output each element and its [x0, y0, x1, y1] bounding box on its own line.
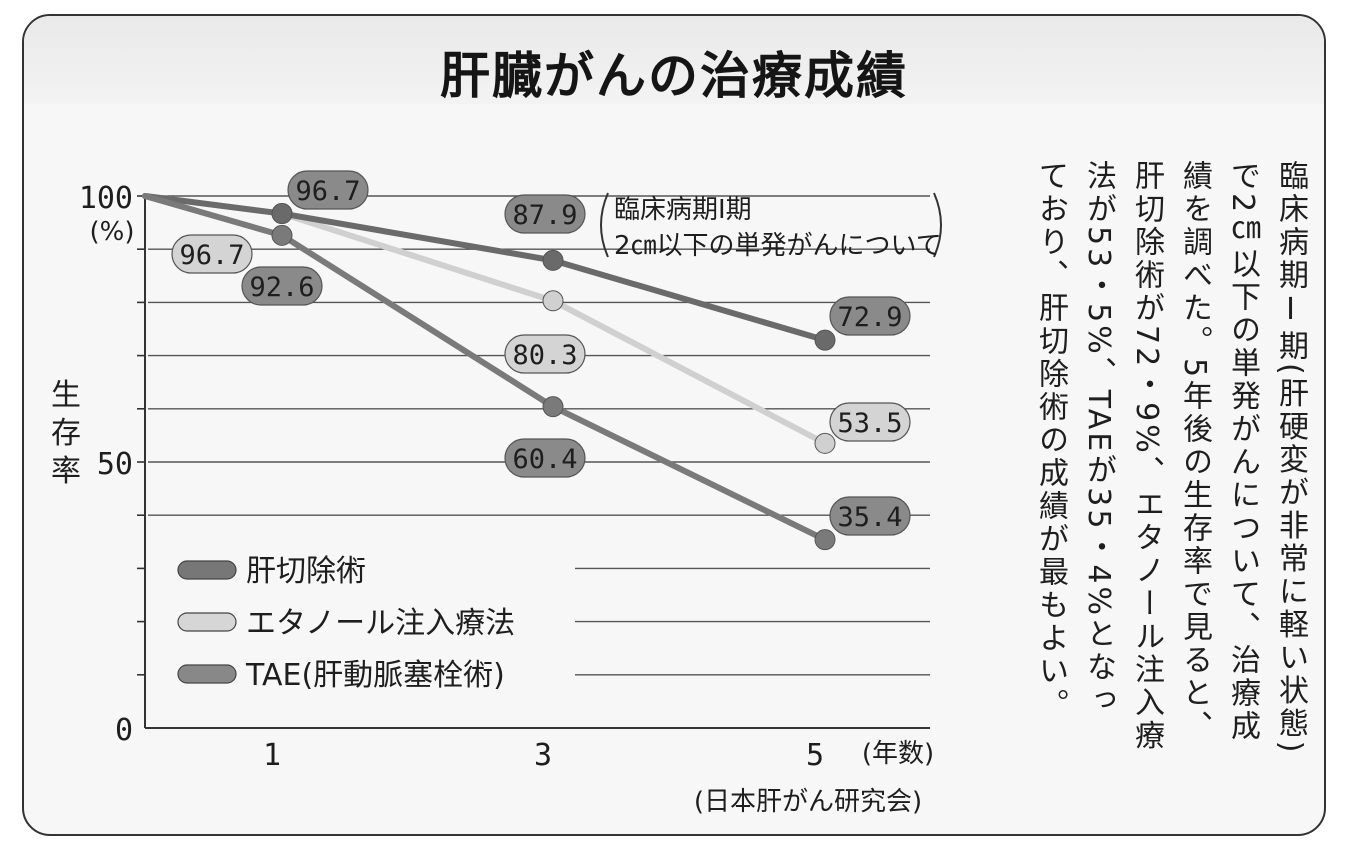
legend-label: エタノール注入療法	[246, 606, 515, 641]
note-bracket-left	[600, 192, 609, 258]
data-label-bubble	[171, 234, 253, 274]
data-labels: 96.7 87.9 72.9 96.7 80.3 53.5 92.6 60.4 35.4	[171, 170, 911, 536]
axes: 100 50 0 (%) 生存率 1 3 5 (年数) (日本肝がん研究会)	[51, 181, 934, 817]
data-label-bubble	[829, 496, 911, 536]
data-label: 72.9	[837, 302, 902, 333]
source-label: (日本肝がん研究会)	[694, 787, 922, 817]
data-label-bubble	[241, 266, 323, 306]
data-point	[814, 329, 836, 351]
data-point	[271, 224, 293, 246]
note-line-2: 2㎝以下の単発がんについて	[614, 231, 942, 261]
data-label-bubble	[287, 170, 369, 210]
legend-swatch	[177, 612, 237, 632]
chart-note: 臨床病期Ⅰ期 2㎝以下の単発がんについて	[600, 192, 942, 261]
legend-label: TAE(肝動脈塞栓術)	[245, 658, 505, 693]
data-label: 96.7	[179, 240, 244, 271]
data-label: 35.4	[837, 502, 902, 533]
description-column: ており、肝切除術の成績が最もよい。	[1033, 160, 1068, 721]
x-unit-label: (年数)	[862, 739, 934, 769]
note-line-1: 臨床病期Ⅰ期	[614, 195, 752, 225]
data-label-bubble	[829, 296, 911, 336]
title-band	[24, 16, 1324, 104]
data-point	[542, 249, 564, 271]
series-lines	[142, 193, 836, 551]
data-label: 92.6	[249, 272, 314, 303]
data-label: 87.9	[512, 200, 577, 231]
series-line	[142, 193, 828, 344]
data-point	[814, 529, 836, 551]
legend-swatch	[177, 560, 237, 580]
figure-frame: 肝臓がんの治療成績	[22, 14, 1326, 836]
description-column: 績を調べた。5年後の生存率で見ると、	[1177, 160, 1212, 744]
data-point	[542, 290, 564, 312]
description-text: 臨床病期Ⅰ期(肝硬変が非常に軽い状態) で2㎝以下の単発がんについて、治療成 績を調…	[1000, 160, 1308, 800]
description-column: 法が53・5%、TAEが35・4%となっ	[1081, 160, 1116, 718]
data-label: 60.4	[512, 444, 577, 475]
x-tick-label: 5	[806, 738, 824, 773]
y-axis-title: 生存率	[51, 378, 81, 489]
description-column: 肝切除術が72・9%、エタノール注入療	[1129, 160, 1164, 753]
data-label-bubble	[504, 334, 586, 374]
data-label: 53.5	[837, 408, 902, 439]
y-tick-label: 100	[79, 181, 133, 216]
data-label-bubble	[829, 402, 911, 442]
data-point	[542, 396, 564, 418]
description-column: で2㎝以下の単発がんについて、治療成	[1225, 160, 1260, 744]
data-label: 96.7	[295, 176, 360, 207]
page-title: 肝臓がんの治療成績	[440, 47, 908, 105]
note-bracket-right	[933, 192, 942, 258]
y-tick-label: 0	[115, 713, 133, 748]
x-tick-label: 3	[534, 738, 552, 773]
y-tick-label: 50	[97, 447, 133, 482]
legend-swatch	[177, 664, 237, 684]
description-column: 臨床病期Ⅰ期(肝硬変が非常に軽い状態)	[1273, 160, 1308, 756]
x-tick-label: 1	[263, 738, 281, 773]
series-line	[142, 193, 828, 543]
data-label-bubble	[504, 438, 586, 478]
data-label-bubble	[504, 194, 586, 234]
data-point	[271, 203, 293, 225]
data-point	[814, 432, 836, 454]
data-label: 80.3	[512, 340, 577, 371]
y-unit-label: (%)	[90, 217, 135, 247]
legend-label: 肝切除術	[246, 554, 366, 589]
